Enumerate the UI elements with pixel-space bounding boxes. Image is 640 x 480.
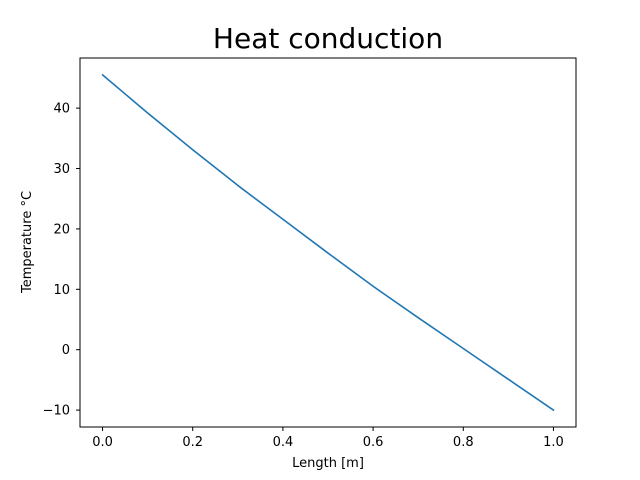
temperature-series-line (101, 73, 555, 412)
y-tick-label: 30 (53, 162, 70, 177)
y-tick-label: 20 (53, 222, 70, 237)
series-layer (101, 73, 555, 412)
y-tick-label: 10 (53, 283, 70, 298)
y-tick-label: 0 (62, 343, 70, 358)
plot-area: 0.0 0.2 0.4 0.6 0.8 1.0 −10 0 10 20 30 40 (43, 57, 577, 450)
y-axis-label: Temperature °C (20, 191, 35, 294)
x-tick-label: 0.2 (182, 435, 203, 450)
y-axis-ticks: −10 0 10 20 30 40 (43, 102, 80, 419)
y-tick-label: −10 (43, 404, 70, 419)
x-axis-ticks: 0.0 0.2 0.4 0.6 0.8 1.0 (92, 427, 564, 450)
x-tick-label: 0.8 (453, 435, 474, 450)
y-tick-label: 40 (53, 102, 70, 117)
x-tick-label: 0.4 (273, 435, 294, 450)
chart-title: Heat conduction (213, 22, 443, 55)
x-tick-label: 1.0 (543, 435, 564, 450)
x-tick-label: 0.0 (92, 435, 113, 450)
plot-frame (79, 57, 577, 428)
x-tick-label: 0.6 (363, 435, 384, 450)
x-axis-label: Length [m] (292, 456, 364, 471)
